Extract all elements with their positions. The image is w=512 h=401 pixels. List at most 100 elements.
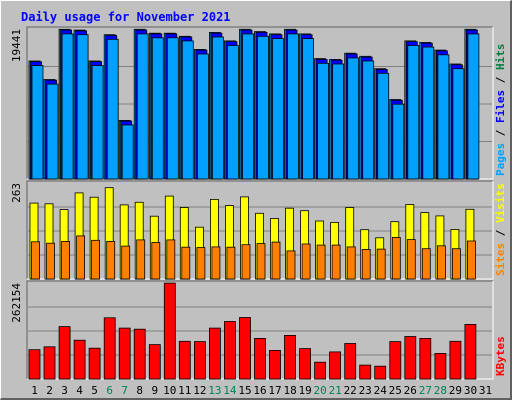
bar-pages-5	[91, 65, 104, 180]
bar-kbytes-24	[374, 365, 387, 380]
bar-pages-6	[106, 38, 119, 180]
x-tick-label-30: 30	[464, 384, 477, 397]
bar-sites-5	[91, 239, 100, 280]
bar-sites-9	[151, 242, 161, 280]
x-tick-label-17: 17	[268, 384, 281, 397]
bar-pages-13	[211, 36, 224, 180]
x-tick-label-8: 8	[136, 384, 143, 397]
bar-pages-22	[347, 57, 360, 180]
bar-kbytes-4	[73, 339, 86, 380]
bar-sites-13	[211, 246, 221, 280]
bar-kbytes-6	[103, 317, 116, 380]
bar-kbytes-9	[148, 344, 161, 380]
x-tick-label-5: 5	[91, 384, 98, 397]
bar-sites-14	[226, 246, 236, 280]
bar-sites-4	[76, 235, 85, 280]
chart-title: Daily usage for November 2021	[21, 10, 231, 24]
x-tick-label-12: 12	[193, 384, 206, 397]
x-tick-label-28: 28	[434, 384, 447, 397]
legend-separator: /	[494, 123, 507, 143]
plot-border-shadow	[26, 180, 493, 279]
bar-pages-11	[181, 40, 194, 180]
bar-sites-26	[406, 239, 416, 280]
legend-item-visits: Visits	[494, 183, 507, 223]
bar-kbytes-23	[359, 364, 372, 380]
bar-kbytes-14	[223, 321, 236, 380]
bar-kbytes-25	[389, 341, 402, 380]
legend-separator: /	[494, 223, 507, 243]
bar-sites-20	[316, 244, 326, 280]
bar-sites-8	[136, 239, 146, 280]
x-tick-label-21: 21	[329, 384, 342, 397]
bar-pages-30	[467, 33, 480, 180]
bar-pages-9	[151, 37, 164, 180]
x-tick-label-25: 25	[389, 384, 402, 397]
bar-kbytes-22	[344, 343, 357, 380]
bar-pages-14	[226, 45, 239, 180]
legend-item-hits: Hits	[494, 44, 507, 71]
bar-sites-6	[106, 240, 116, 280]
bar-sites-15	[241, 244, 251, 280]
x-tick-label-9: 9	[151, 384, 158, 397]
bar-sites-27	[421, 248, 431, 280]
bar-pages-24	[377, 72, 390, 180]
bar-sites-10	[166, 239, 176, 280]
bar-sites-19	[301, 243, 311, 280]
bar-pages-17	[272, 38, 284, 180]
bar-pages-2	[46, 83, 59, 180]
bar-kbytes-5	[88, 347, 101, 380]
plot-border-shadow	[26, 280, 493, 379]
bar-sites-18	[286, 250, 296, 280]
x-tick-label-3: 3	[61, 384, 68, 397]
bar-sites-28	[436, 245, 446, 280]
bar-sites-7	[121, 245, 131, 280]
legend-item-pages: Pages	[494, 143, 507, 176]
bar-pages-26	[407, 45, 420, 180]
bar-sites-24	[376, 248, 386, 280]
x-tick-label-18: 18	[283, 384, 296, 397]
y-max-tick-label: 19441	[10, 29, 23, 62]
bar-sites-11	[181, 246, 191, 280]
legend: Sites / Visits	[494, 183, 507, 276]
x-tick-label-11: 11	[178, 384, 191, 397]
x-tick-label-20: 20	[313, 384, 326, 397]
x-tick-label-22: 22	[344, 384, 357, 397]
x-tick-label-13: 13	[208, 384, 221, 397]
bar-sites-1	[31, 241, 40, 280]
bar-pages-16	[257, 35, 269, 180]
panel-kbytes: 262154 KBytes	[10, 280, 507, 380]
bar-kbytes-15	[239, 317, 251, 380]
bar-pages-4	[76, 34, 89, 180]
x-tick-label-23: 23	[359, 384, 372, 397]
bar-kbytes-17	[269, 349, 281, 380]
x-tick-label-16: 16	[253, 384, 266, 397]
bar-kbytes-19	[299, 348, 312, 380]
legend-item-kbytes: KBytes	[494, 336, 507, 376]
bar-kbytes-2	[43, 346, 56, 380]
legend-separator: /	[494, 70, 507, 90]
x-tick-label-14: 14	[223, 384, 237, 397]
bar-kbytes-26	[404, 336, 417, 380]
bar-kbytes-28	[434, 352, 447, 380]
bar-pages-19	[302, 38, 315, 180]
x-tick-label-15: 15	[238, 384, 251, 397]
x-tick-label-26: 26	[404, 384, 417, 397]
bar-pages-29	[452, 68, 465, 180]
bar-sites-21	[331, 244, 341, 280]
bar-pages-7	[121, 124, 134, 180]
x-tick-label-4: 4	[76, 384, 83, 397]
x-tick-label-27: 27	[419, 384, 432, 397]
bar-kbytes-30	[464, 323, 477, 380]
x-tick-label-19: 19	[298, 384, 311, 397]
bar-sites-23	[361, 248, 371, 280]
bar-pages-8	[136, 33, 149, 180]
bar-sites-25	[391, 236, 401, 280]
x-tick-label-24: 24	[374, 384, 388, 397]
bar-kbytes-3	[58, 326, 71, 380]
bar-kbytes-21	[329, 351, 342, 380]
bar-sites-17	[271, 241, 281, 280]
x-tick-label-31: 31	[479, 384, 492, 397]
bar-pages-28	[437, 54, 450, 180]
